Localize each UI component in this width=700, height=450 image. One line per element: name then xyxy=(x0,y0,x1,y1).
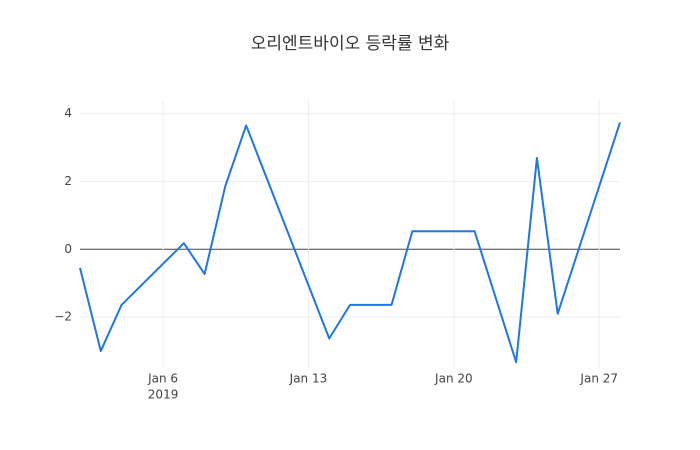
y-tick-label: 0 xyxy=(64,242,72,256)
x-tick-label: Jan 6 xyxy=(147,372,178,386)
chart-title: 오리엔트바이오 등락률 변화 xyxy=(251,34,450,54)
x-tick-label: Jan 13 xyxy=(289,372,328,386)
line xyxy=(79,122,621,364)
x-tick-label: Jan 27 xyxy=(579,372,618,386)
x-tick-label: Jan 20 xyxy=(434,372,473,386)
y-tick-label: −2 xyxy=(54,310,72,324)
y-tick-label: 2 xyxy=(64,174,72,188)
x-year-label: 2019 xyxy=(148,388,179,402)
y-tick-label: 4 xyxy=(64,106,72,120)
